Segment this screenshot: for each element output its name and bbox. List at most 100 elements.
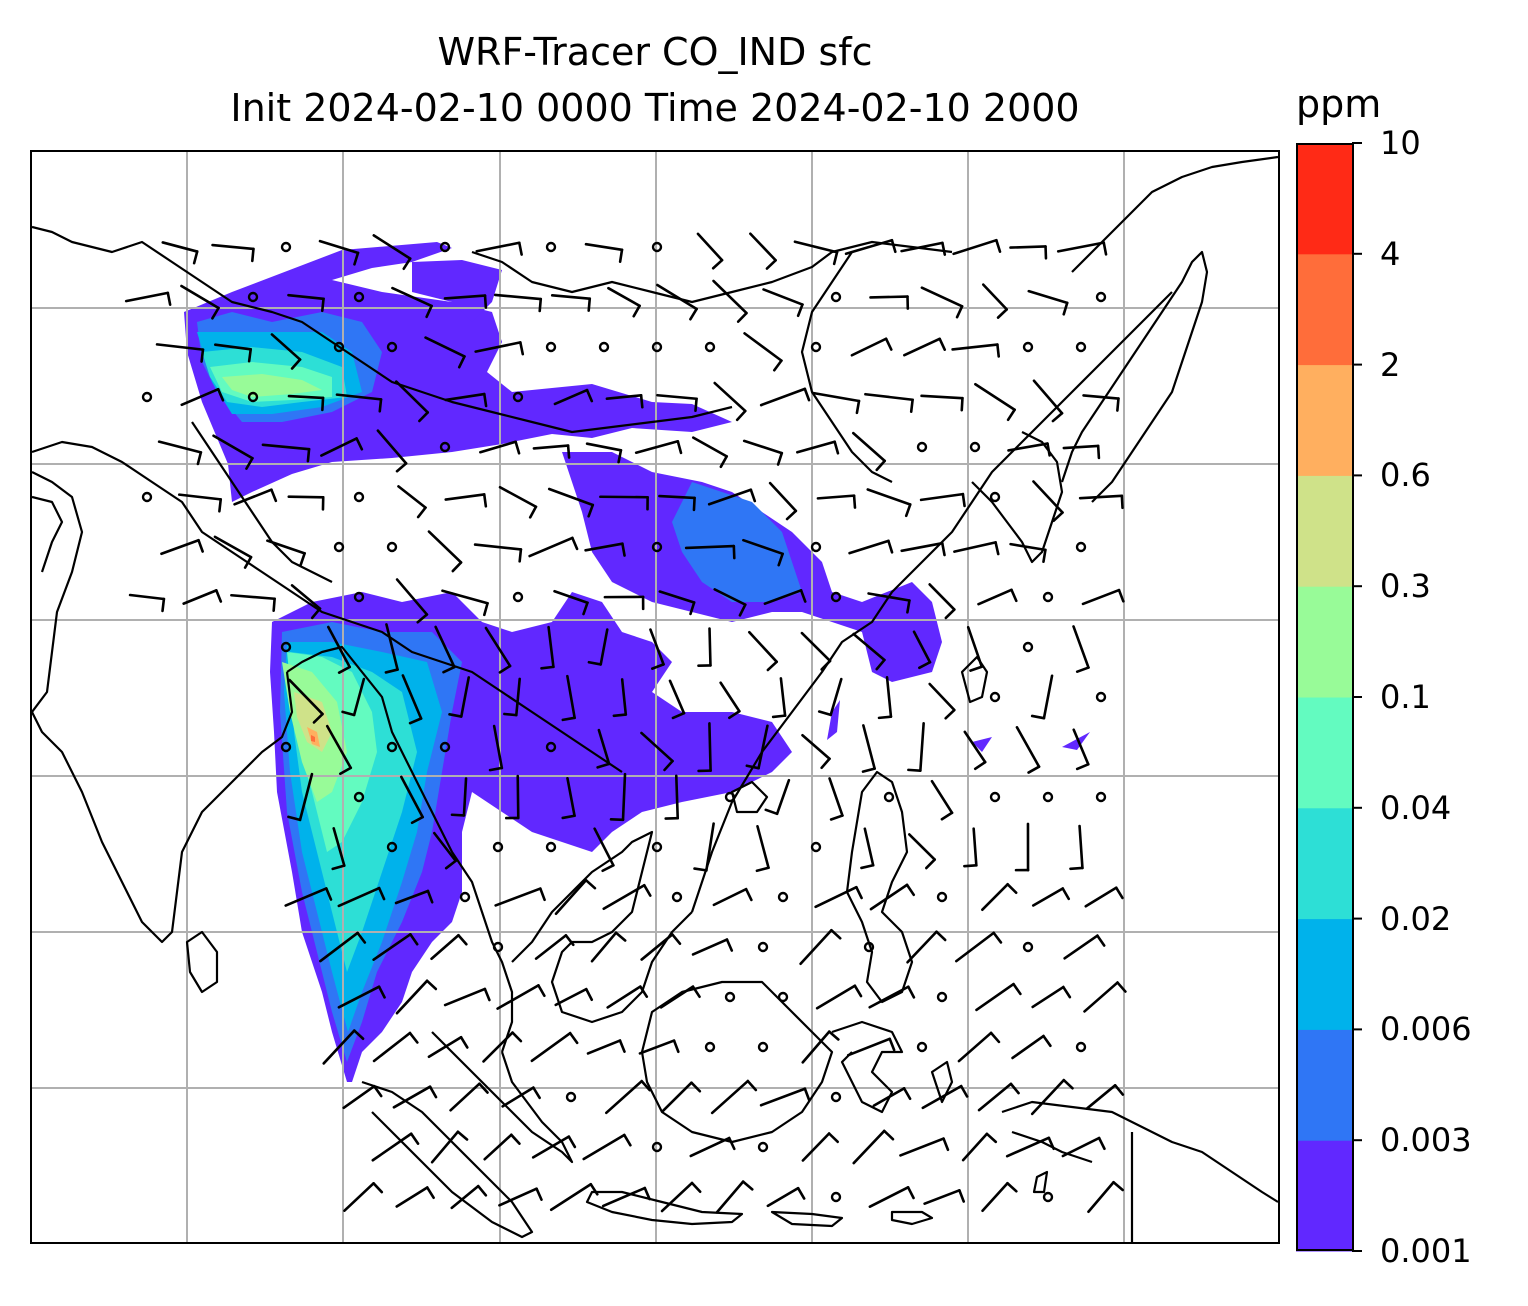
wind-barb xyxy=(801,1132,840,1162)
wind-barb xyxy=(866,488,912,518)
calm-wind-marker xyxy=(1075,1041,1087,1053)
wind-barb xyxy=(1015,726,1041,774)
wind-barb xyxy=(371,1132,420,1162)
calm-wind-marker xyxy=(439,441,451,453)
wind-barb xyxy=(638,1039,680,1055)
wind-barb xyxy=(212,434,254,470)
calm-wind-marker xyxy=(565,1091,577,1103)
wind-barb xyxy=(395,578,429,624)
wind-barb xyxy=(501,1086,541,1108)
calm-wind-marker xyxy=(598,341,610,353)
wind-barb xyxy=(1027,289,1069,316)
colorbar-segment xyxy=(1296,253,1354,366)
wind-barb xyxy=(961,1132,998,1162)
wind-barb xyxy=(957,1031,1001,1063)
wind-barb xyxy=(697,722,712,773)
calm-wind-marker xyxy=(141,491,153,503)
wind-barb xyxy=(953,541,1000,556)
wind-barb xyxy=(550,294,592,312)
wind-barb xyxy=(762,288,804,318)
colorbar-tick-label: 0.04 xyxy=(1380,788,1452,827)
wind-barb xyxy=(391,286,433,319)
wind-barb xyxy=(325,724,353,776)
calm-wind-marker xyxy=(757,1141,769,1153)
calm-wind-marker xyxy=(704,1041,716,1053)
wind-barb xyxy=(590,931,627,963)
wind-barb xyxy=(811,391,861,415)
wind-barb xyxy=(634,440,683,455)
calm-wind-marker xyxy=(386,541,398,553)
wind-barb xyxy=(337,985,386,1009)
wind-barb xyxy=(322,1029,365,1065)
colorbar-tick-label: 0.001 xyxy=(1380,1232,1472,1270)
calm-wind-marker xyxy=(1095,691,1107,703)
wind-barb xyxy=(952,238,1002,256)
wind-barb xyxy=(395,979,438,1015)
wind-barb xyxy=(928,682,956,720)
wind-barb xyxy=(474,341,525,356)
calm-wind-marker xyxy=(777,891,789,903)
wind-barb xyxy=(697,627,712,668)
calm-wind-marker xyxy=(916,441,928,453)
coast-lesser-sunda xyxy=(770,1210,844,1228)
wind-barb xyxy=(900,541,946,557)
wind-barb xyxy=(605,1079,651,1115)
wind-barb xyxy=(1032,379,1064,423)
wind-barb xyxy=(475,241,523,256)
wind-barb xyxy=(691,436,729,469)
wind-barb xyxy=(1069,824,1084,871)
wind-barb xyxy=(603,595,645,611)
calm-wind-marker xyxy=(280,241,292,253)
calm-wind-marker xyxy=(651,341,663,353)
wind-barb xyxy=(872,1087,912,1107)
wind-barb xyxy=(1061,1136,1106,1158)
coast-west-1 xyxy=(32,495,64,573)
wind-barb xyxy=(584,542,626,557)
wind-barb xyxy=(601,1186,651,1208)
wind-barb xyxy=(582,1133,632,1161)
wind-barb xyxy=(554,987,594,1007)
wind-barb xyxy=(660,1181,702,1213)
colorbar xyxy=(1296,142,1362,1252)
colorbar-segment xyxy=(1296,364,1354,476)
wind-barb xyxy=(658,590,696,616)
colorbar-tick-label: 0.006 xyxy=(1380,1010,1472,1049)
calm-wind-marker xyxy=(545,341,557,353)
wind-barb xyxy=(974,382,1016,422)
wind-barb xyxy=(395,1186,435,1208)
coast-arabian-sea xyxy=(32,471,84,713)
wind-barb xyxy=(796,440,840,455)
colorbar-segment xyxy=(1296,143,1354,255)
wind-barb xyxy=(270,333,302,370)
colorbar-segment xyxy=(1296,807,1354,920)
wind-barb xyxy=(372,234,412,271)
wind-barb xyxy=(331,827,346,871)
wind-barb xyxy=(975,982,1022,1012)
wind-barb xyxy=(793,240,839,266)
chart-subtitle: Init 2024-02-10 0000 Time 2024-02-10 200… xyxy=(230,86,1080,130)
wind-barb xyxy=(919,492,966,508)
wind-barb xyxy=(540,625,555,670)
wind-barb xyxy=(814,885,863,909)
coastlines xyxy=(32,155,1278,1242)
calm-wind-marker xyxy=(353,791,365,803)
wind-barb xyxy=(850,337,893,357)
wind-barb xyxy=(912,630,932,670)
colorbar-tick-label: 10 xyxy=(1380,124,1421,162)
wind-barb xyxy=(128,593,166,613)
calm-wind-marker xyxy=(810,541,822,553)
calm-wind-marker xyxy=(439,241,451,253)
calm-wind-marker xyxy=(671,891,683,903)
calm-wind-marker xyxy=(386,841,398,853)
wind-barb xyxy=(1056,241,1108,256)
wind-barb xyxy=(1030,674,1054,720)
wind-barb xyxy=(430,933,468,961)
coast-sumatra xyxy=(361,1080,534,1239)
wind-barb xyxy=(553,388,594,406)
wind-barb xyxy=(640,731,674,772)
wind-barb xyxy=(449,1082,489,1112)
wind-barb xyxy=(596,728,611,769)
wind-barb xyxy=(899,1137,950,1157)
wind-barb xyxy=(771,677,787,719)
calm-wind-marker xyxy=(459,891,471,903)
